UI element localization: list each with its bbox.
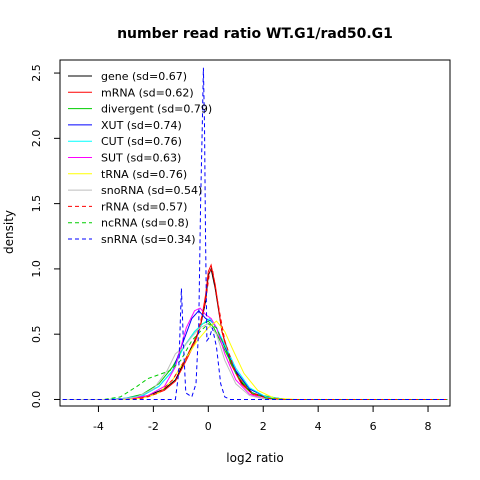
y-tick-label: 1.0 [30, 260, 43, 278]
y-tick-label: 0.0 [30, 391, 43, 409]
y-tick-label: 0.5 [30, 325, 43, 343]
series-line [62, 67, 448, 400]
y-axis-label: density [2, 210, 16, 254]
legend: gene (sd=0.67) mRNA (sd=0.62) divergent (s… [68, 70, 212, 246]
legend-entry: ncRNA (sd=0.8) [101, 217, 189, 230]
x-axis-label: log2 ratio [226, 451, 283, 465]
x-tick-label: -4 [93, 420, 104, 433]
x-tick-label: 0 [205, 420, 212, 433]
x-tick-label: 2 [260, 420, 267, 433]
y-tick-label: 2.5 [30, 64, 43, 82]
legend-entry: SUT (sd=0.63) [101, 152, 181, 165]
series-line [62, 267, 448, 400]
legend-entry: gene (sd=0.67) [101, 70, 187, 83]
legend-entry: XUT (sd=0.74) [101, 119, 182, 132]
legend-entry: rRNA (sd=0.57) [101, 200, 187, 213]
y-axis: 0.0 0.5 1.0 1.5 2.0 2.5 [30, 64, 60, 408]
legend-entry: CUT (sd=0.76) [101, 135, 182, 148]
series-line [62, 323, 448, 400]
x-tick-label: -2 [148, 420, 159, 433]
plot-frame [59, 59, 451, 407]
legend-entry: snoRNA (sd=0.54) [101, 184, 202, 197]
series-lines [62, 67, 448, 400]
series-line [62, 307, 448, 400]
x-tick-label: 8 [425, 420, 432, 433]
series-line [62, 323, 448, 400]
legend-entry: mRNA (sd=0.62) [101, 86, 194, 99]
legend-entry: divergent (sd=0.79) [101, 103, 212, 116]
y-tick-label: 2.0 [30, 130, 43, 148]
x-tick-label: 6 [370, 420, 377, 433]
legend-entry: tRNA (sd=0.76) [101, 168, 187, 181]
y-tick-label: 1.5 [30, 195, 43, 213]
x-tick-label: 4 [315, 420, 322, 433]
legend-entry: snRNA (sd=0.34) [101, 233, 196, 246]
series-line [62, 320, 448, 400]
chart-title: number read ratio WT.G1/rad50.G1 [117, 26, 393, 42]
x-axis: -4 -2 0 2 4 6 8 [93, 406, 432, 433]
